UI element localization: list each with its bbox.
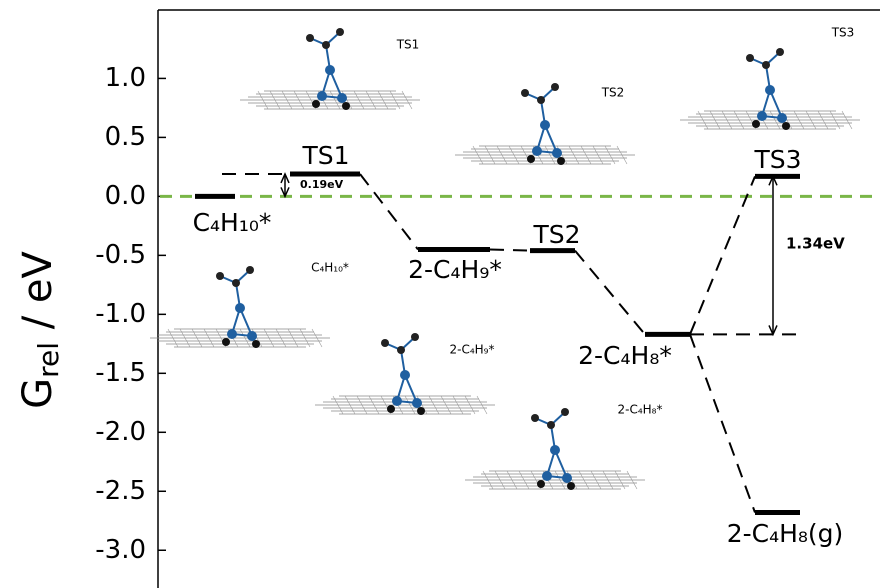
- structure-label: 2-C₄H₉*: [450, 343, 495, 357]
- structure-label: 2-C₄H₈*: [618, 403, 663, 417]
- atom: [317, 91, 327, 101]
- y-tick-label: 1.0: [105, 63, 146, 93]
- y-tick-label: -1.0: [95, 299, 146, 329]
- structure-label: C₄H₁₀*: [311, 261, 349, 275]
- connector: [360, 174, 418, 249]
- connector: [690, 176, 755, 334]
- level-label: C₄H₁₀*: [193, 208, 272, 237]
- y-label-sub: rel: [32, 342, 65, 378]
- atom: [246, 266, 254, 274]
- atom: [531, 414, 539, 422]
- connector: [690, 334, 755, 512]
- y-tick-label: -2.5: [95, 476, 146, 506]
- y-tick-label: -2.0: [95, 417, 146, 447]
- atom: [400, 370, 410, 380]
- level-label: TS3: [753, 145, 801, 174]
- atom: [521, 89, 529, 97]
- structure-label: TS3: [831, 26, 855, 40]
- atom: [782, 122, 790, 130]
- atom: [567, 482, 575, 490]
- atom: [247, 331, 257, 341]
- atom: [325, 65, 335, 75]
- atom: [392, 396, 402, 406]
- y-label-rest: / eV: [15, 250, 61, 342]
- atom: [551, 83, 559, 91]
- atom: [381, 339, 389, 347]
- atom: [235, 303, 245, 313]
- atom: [757, 111, 767, 121]
- atom: [337, 93, 347, 103]
- atom: [387, 405, 395, 413]
- atom: [776, 48, 784, 56]
- atom: [216, 272, 224, 280]
- structures: [150, 28, 860, 490]
- atom: [557, 157, 565, 165]
- connector: [490, 249, 530, 250]
- structure-label: TS1: [396, 38, 420, 52]
- atom: [537, 480, 545, 488]
- barrier-label: 1.34eV: [786, 235, 845, 253]
- atom: [412, 398, 422, 408]
- atom: [562, 473, 572, 483]
- atom: [411, 333, 419, 341]
- atom: [222, 338, 230, 346]
- level-label: TS2: [532, 220, 580, 249]
- atom: [537, 96, 545, 104]
- atom: [550, 445, 560, 455]
- connector: [575, 251, 645, 335]
- level-label: 2-C₄H₉*: [408, 255, 502, 284]
- atom: [227, 329, 237, 339]
- atom: [306, 34, 314, 42]
- atom: [397, 346, 405, 354]
- level-label: TS1: [301, 141, 349, 170]
- atom: [561, 408, 569, 416]
- atom: [777, 113, 787, 123]
- y-tick-label: -3.0: [95, 535, 146, 565]
- atom: [312, 100, 320, 108]
- y-tick-label: -1.5: [95, 358, 146, 388]
- atom: [552, 148, 562, 158]
- atom: [762, 61, 770, 69]
- atom: [322, 41, 330, 49]
- atom: [232, 279, 240, 287]
- atom: [542, 471, 552, 481]
- atom: [417, 407, 425, 415]
- y-tick-label: -0.5: [95, 240, 146, 270]
- atom: [336, 28, 344, 36]
- atom: [765, 85, 775, 95]
- atom: [746, 54, 754, 62]
- y-tick-label: 0.5: [105, 122, 146, 152]
- atom: [532, 146, 542, 156]
- atom: [547, 421, 555, 429]
- atom: [342, 102, 350, 110]
- atom: [540, 120, 550, 130]
- atom: [252, 340, 260, 348]
- y-tick-label: 0.0: [105, 181, 146, 211]
- y-label-main: G: [15, 378, 61, 409]
- chart: Grel / eV 1.0 0.5 0.0 -0.5 -1.0 -1.5 -2.0 -2.5 -…: [0, 0, 880, 588]
- atom: [527, 155, 535, 163]
- level-label: 2-C₄H₈(g): [727, 519, 844, 548]
- barrier-label: 0.19eV: [300, 178, 344, 191]
- structure-label: TS2: [601, 86, 625, 100]
- atom: [752, 120, 760, 128]
- y-axis-label: Grel / eV: [15, 250, 65, 408]
- level-label: 2-C₄H₈*: [578, 341, 672, 370]
